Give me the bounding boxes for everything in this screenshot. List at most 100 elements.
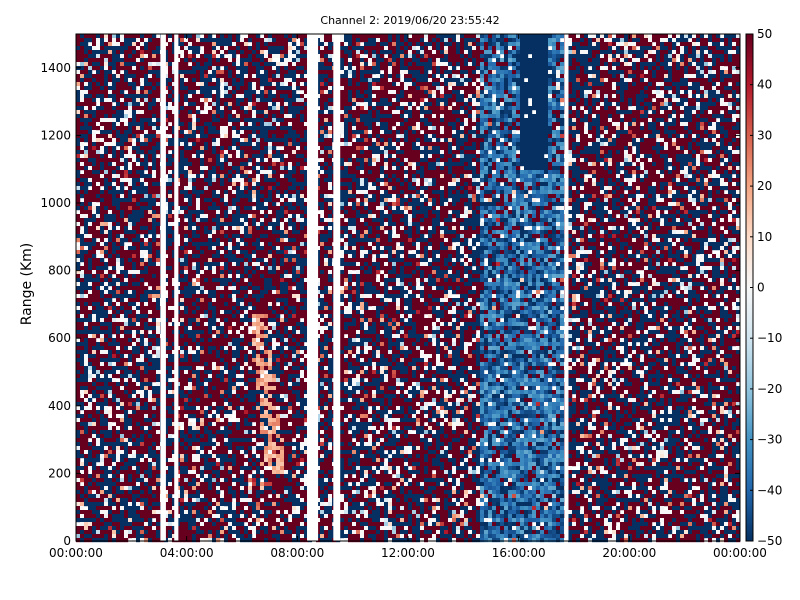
heatmap-cell (276, 150, 281, 155)
heatmap-cell (608, 110, 613, 115)
heatmap-cell (116, 98, 121, 103)
heatmap-cell (544, 70, 549, 75)
heatmap-cell (360, 94, 365, 99)
heatmap-cell (676, 106, 681, 111)
heatmap-cell (592, 74, 597, 79)
heatmap-cell (84, 102, 89, 107)
heatmap-cell (252, 74, 257, 79)
heatmap-cell (228, 86, 233, 91)
heatmap-cell (96, 138, 101, 143)
heatmap-cell (600, 78, 605, 83)
heatmap-cell (80, 54, 85, 59)
heatmap-cell (300, 114, 305, 119)
heatmap-cell (84, 90, 89, 95)
heatmap-cell (376, 34, 381, 39)
heatmap-cell (156, 86, 161, 91)
heatmap-cell (320, 114, 325, 119)
heatmap-cell (496, 62, 501, 67)
heatmap-cell (660, 154, 665, 159)
heatmap-cell (484, 94, 489, 99)
heatmap-cell (492, 102, 497, 107)
heatmap-cell (88, 114, 93, 119)
heatmap-cell (252, 50, 257, 55)
heatmap-cell (92, 150, 97, 155)
heatmap-cell (588, 106, 593, 111)
heatmap-cell (456, 126, 461, 131)
heatmap-cell (520, 86, 525, 91)
heatmap-cell (384, 66, 389, 71)
heatmap-cell (264, 110, 269, 115)
heatmap-cell (236, 38, 241, 43)
heatmap-cell (592, 94, 597, 99)
heatmap-cell (692, 118, 697, 123)
heatmap-cell (324, 118, 329, 123)
heatmap-cell (228, 54, 233, 59)
heatmap-cell (128, 42, 133, 47)
heatmap-cell (736, 118, 741, 123)
heatmap-cell (252, 66, 257, 71)
heatmap-cell (608, 146, 613, 151)
heatmap-cell (476, 50, 481, 55)
heatmap-cell (500, 70, 505, 75)
heatmap-cell (256, 78, 261, 83)
heatmap-cell (436, 118, 441, 123)
heatmap-cell (680, 46, 685, 51)
heatmap-cell (184, 118, 189, 123)
heatmap-cell (608, 42, 613, 47)
heatmap-cell (668, 82, 673, 87)
heatmap-cell (628, 154, 633, 159)
heatmap-cell (396, 54, 401, 59)
heatmap-cell (700, 50, 705, 55)
heatmap-cell (148, 114, 153, 119)
heatmap-cell (208, 90, 213, 95)
heatmap-cell (512, 78, 517, 83)
heatmap-cell (180, 138, 185, 143)
heatmap-cell (524, 38, 529, 43)
heatmap-cell (292, 150, 297, 155)
heatmap-cell (136, 54, 141, 59)
heatmap-cell (660, 42, 665, 47)
heatmap-cell (116, 74, 121, 79)
heatmap-cell (480, 150, 485, 155)
heatmap-cell (552, 94, 557, 99)
heatmap-cell (428, 154, 433, 159)
heatmap-cell (524, 94, 529, 99)
heatmap-cell (168, 114, 173, 119)
heatmap-cell (288, 134, 293, 139)
heatmap-cell (508, 86, 513, 91)
heatmap-cell (232, 34, 237, 39)
heatmap-cell (520, 38, 525, 43)
heatmap-cell (172, 102, 177, 107)
heatmap-cell (444, 98, 449, 103)
heatmap-cell (128, 62, 133, 67)
heatmap-cell (116, 130, 121, 135)
heatmap-cell (244, 142, 249, 147)
heatmap-cell (320, 146, 325, 151)
heatmap-cell (328, 138, 333, 143)
heatmap-cell (172, 114, 177, 119)
heatmap-cell (620, 66, 625, 71)
heatmap-cell (248, 146, 253, 151)
heatmap-cell (416, 70, 421, 75)
heatmap-cell (636, 90, 641, 95)
heatmap-cell (704, 54, 709, 59)
heatmap-cell (628, 102, 633, 107)
heatmap-cell (280, 90, 285, 95)
heatmap-cell (184, 114, 189, 119)
heatmap-cell (708, 74, 713, 79)
heatmap-cell (636, 34, 641, 39)
heatmap-cell (732, 66, 737, 71)
heatmap-cell (240, 142, 245, 147)
heatmap-cell (636, 98, 641, 103)
heatmap-cell (672, 58, 677, 63)
heatmap-cell (328, 146, 333, 151)
heatmap-cell (204, 46, 209, 51)
heatmap-cell (96, 62, 101, 67)
heatmap-cell (696, 90, 701, 95)
heatmap-cell (616, 54, 621, 59)
heatmap-cell (244, 38, 249, 43)
heatmap-cell (644, 90, 649, 95)
heatmap-cell (460, 154, 465, 159)
heatmap-cell (528, 142, 533, 147)
heatmap-cell (344, 38, 349, 43)
